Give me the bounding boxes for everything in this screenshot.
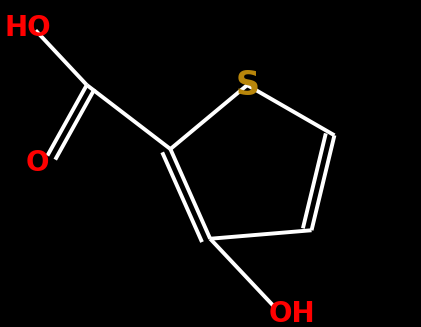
- Text: O: O: [26, 149, 49, 177]
- Text: OH: OH: [269, 300, 315, 327]
- Text: HO: HO: [5, 14, 51, 43]
- Text: S: S: [235, 69, 259, 102]
